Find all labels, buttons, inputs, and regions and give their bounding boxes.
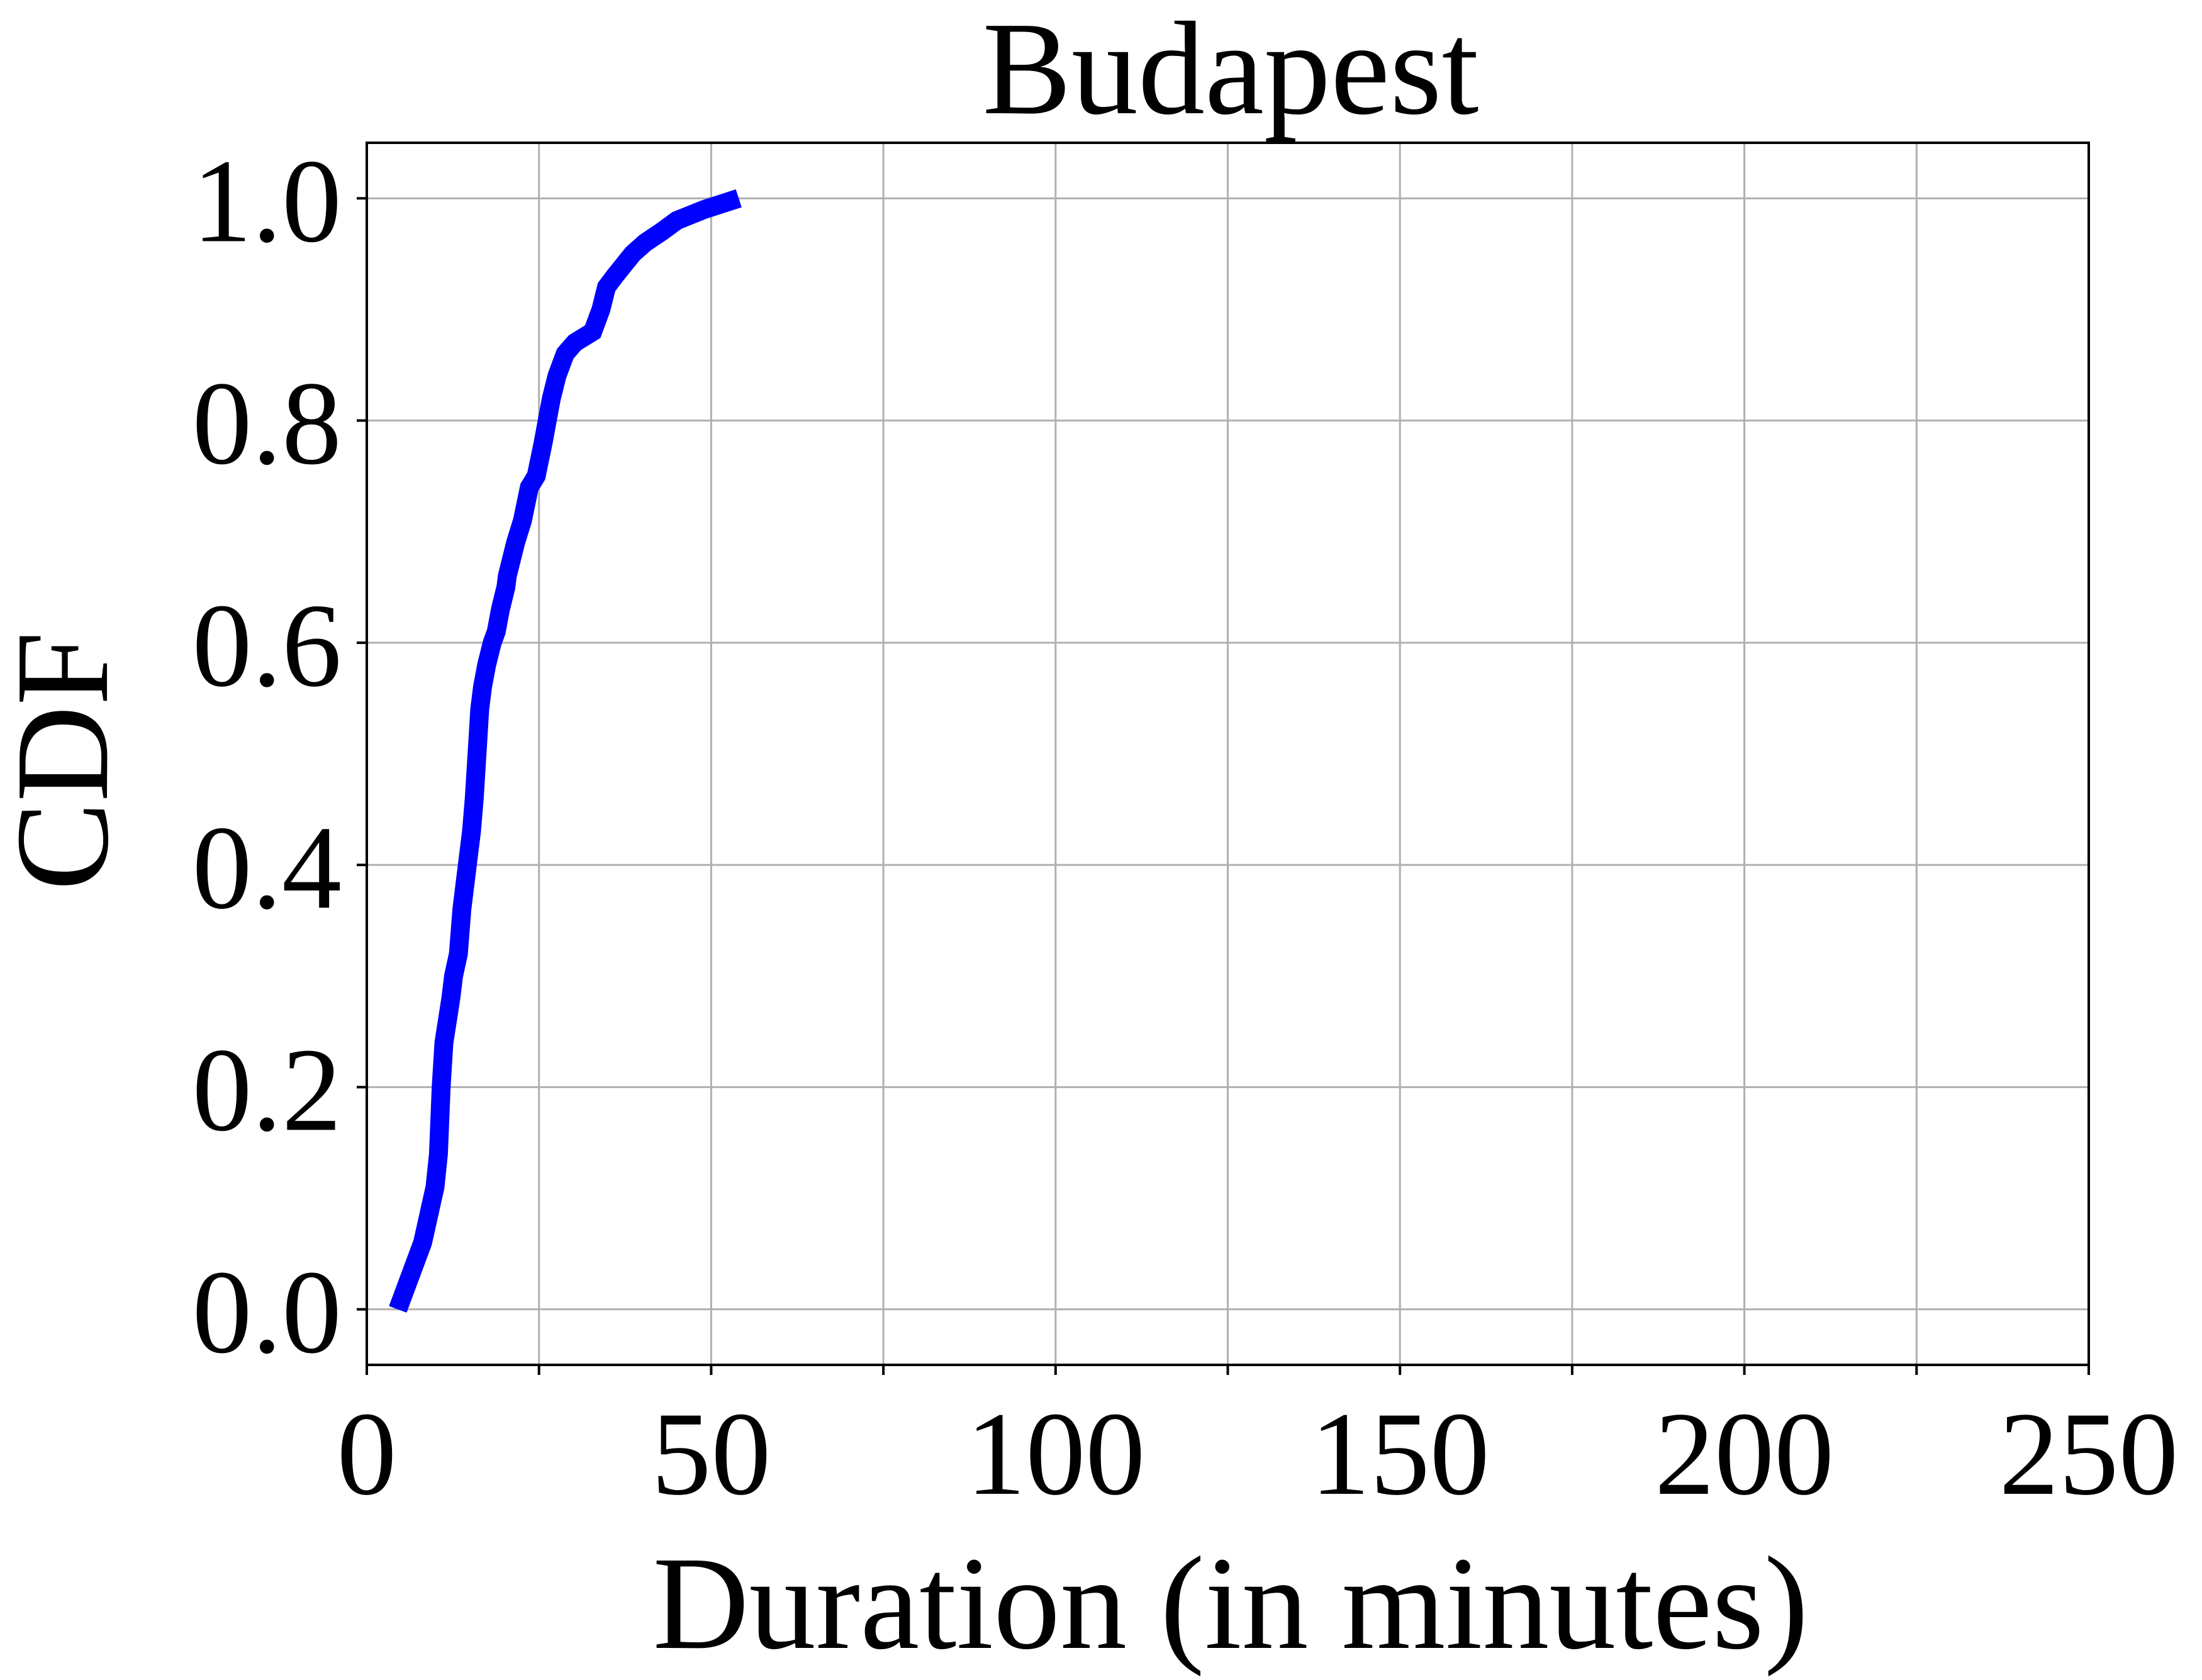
- x-tick-label: 150: [1311, 1388, 1490, 1520]
- tick-labels: 0 50 100 150 200 250 0.0 0.2 0.4 0.6 0.8 1.0: [193, 135, 2179, 1520]
- y-tick-label: 0.2: [193, 1024, 342, 1156]
- y-tick-label: 0.6: [193, 580, 342, 712]
- y-tick-label: 0.0: [193, 1247, 342, 1379]
- chart-title: Budapest: [983, 0, 1479, 142]
- x-tick-label: 250: [1999, 1388, 2179, 1520]
- x-tick-label: 50: [651, 1388, 771, 1520]
- x-axis-label: Duration (in minutes): [653, 1529, 1809, 1677]
- cdf-series-line: [389, 189, 742, 1313]
- y-tick-label: 0.8: [193, 358, 342, 490]
- axes: [357, 142, 2090, 1375]
- series-layer: [389, 189, 742, 1313]
- x-tick-label: 0: [337, 1388, 397, 1520]
- y-tick-label: 0.4: [193, 802, 342, 934]
- x-tick-label: 200: [1655, 1388, 1834, 1520]
- x-tick-label: 100: [966, 1388, 1145, 1520]
- grid: [367, 143, 2089, 1365]
- y-tick-label: 1.0: [193, 135, 342, 267]
- y-axis-label: CDF: [0, 631, 136, 891]
